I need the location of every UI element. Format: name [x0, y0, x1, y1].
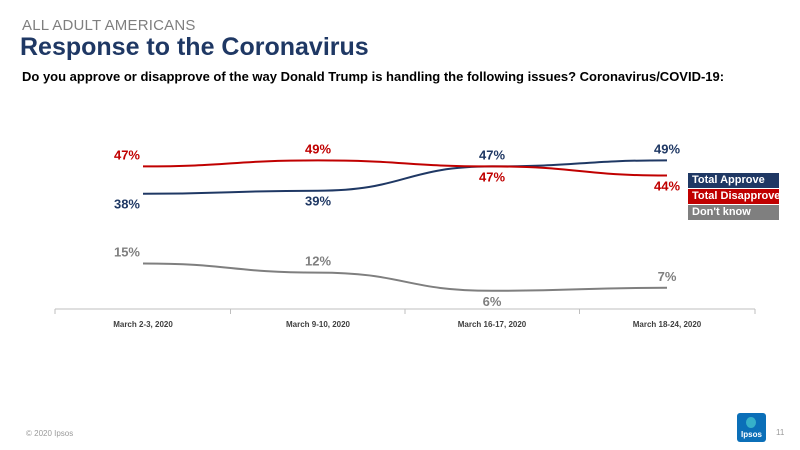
data-label-total-disapprove: 47% [479, 169, 505, 184]
legend-item-disapprove: Total Disapprove [688, 189, 780, 204]
copyright-notice: © 2020 Ipsos [26, 429, 74, 438]
chart-legend: Total Approve Total Disapprove Don't kno… [688, 173, 780, 221]
x-axis-tick-label: March 18-24, 2020 [633, 320, 702, 329]
series-line-total-approve [142, 159, 668, 195]
data-label-total-approve: 39% [305, 194, 331, 209]
x-axis-tick-label: March 2-3, 2020 [113, 320, 173, 329]
data-label-don-t-know: 6% [483, 294, 502, 309]
legend-item-approve: Total Approve [688, 173, 779, 188]
data-label-total-disapprove: 49% [305, 141, 331, 156]
data-label-total-disapprove: 47% [114, 147, 140, 162]
data-label-total-approve: 49% [654, 141, 680, 156]
data-label-total-approve: 38% [114, 197, 140, 212]
survey-question: Do you approve or disapprove of the way … [22, 69, 725, 84]
data-label-total-approve: 47% [479, 147, 505, 162]
page-title: Response to the Coronavirus [20, 33, 369, 61]
data-label-don-t-know: 12% [305, 254, 331, 269]
series-line-don-t-know [142, 262, 668, 292]
x-axis-tick-label: March 9-10, 2020 [286, 320, 351, 329]
x-axis-tick-label: March 16-17, 2020 [458, 320, 527, 329]
logo-mark-icon [746, 417, 756, 428]
data-label-don-t-know: 15% [114, 245, 140, 260]
page-number: 11 [776, 428, 785, 437]
data-label-total-disapprove: 44% [654, 179, 680, 194]
ipsos-logo: Ipsos [737, 413, 766, 442]
series-line-total-disapprove [142, 159, 668, 177]
header-kicker: ALL ADULT AMERICANS [22, 17, 196, 34]
legend-item-dont-know: Don't know [688, 205, 779, 220]
data-label-don-t-know: 7% [658, 269, 677, 284]
logo-text: Ipsos [741, 430, 762, 439]
